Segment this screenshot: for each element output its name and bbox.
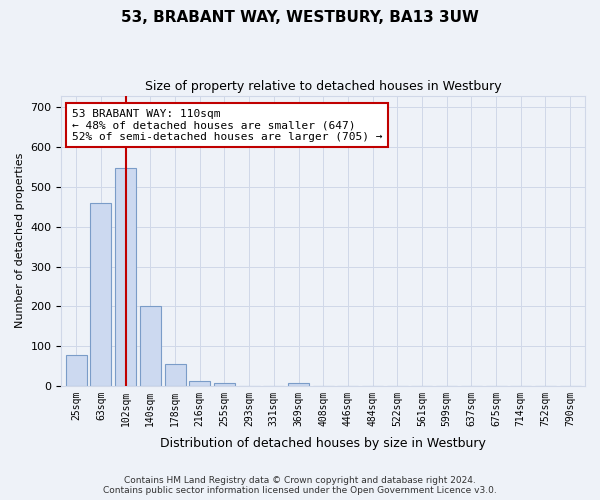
Text: 53, BRABANT WAY, WESTBURY, BA13 3UW: 53, BRABANT WAY, WESTBURY, BA13 3UW bbox=[121, 10, 479, 25]
Text: Contains HM Land Registry data © Crown copyright and database right 2024.
Contai: Contains HM Land Registry data © Crown c… bbox=[103, 476, 497, 495]
Bar bbox=[189, 380, 210, 386]
Bar bbox=[214, 382, 235, 386]
Bar bbox=[164, 364, 185, 386]
Text: 53 BRABANT WAY: 110sqm
← 48% of detached houses are smaller (647)
52% of semi-de: 53 BRABANT WAY: 110sqm ← 48% of detached… bbox=[72, 108, 382, 142]
X-axis label: Distribution of detached houses by size in Westbury: Distribution of detached houses by size … bbox=[160, 437, 486, 450]
Bar bbox=[140, 306, 161, 386]
Title: Size of property relative to detached houses in Westbury: Size of property relative to detached ho… bbox=[145, 80, 502, 93]
Bar bbox=[115, 168, 136, 386]
Bar bbox=[66, 355, 87, 386]
Y-axis label: Number of detached properties: Number of detached properties bbox=[15, 153, 25, 328]
Bar bbox=[288, 382, 309, 386]
Bar bbox=[91, 203, 112, 386]
